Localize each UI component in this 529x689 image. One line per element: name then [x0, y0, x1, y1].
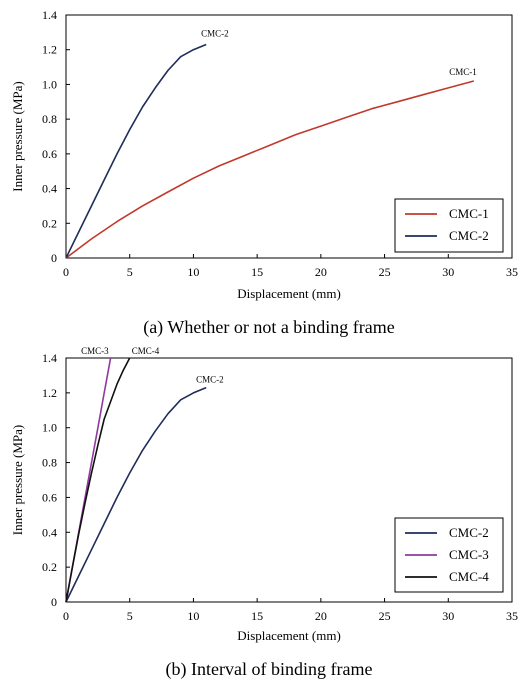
chart-a-y-tick-label: 1.4: [42, 8, 57, 22]
chart-b-y-tick-label: 1.2: [42, 386, 57, 400]
chart-b-x-tick-label: 20: [315, 609, 327, 623]
chart-b-x-tick-label: 15: [251, 609, 263, 623]
chart-a-plot-frame: [65, 14, 513, 259]
chart-b-y-axis-label: Inner pressure (MPa): [10, 425, 25, 535]
chart-a-x-tick-label: 20: [315, 265, 327, 279]
chart-b-legend-label-cmc-4: CMC-4: [449, 569, 489, 584]
chart-b-series-line-cmc-4: [65, 357, 131, 603]
chart-b-plot-frame: [65, 357, 513, 603]
chart-b-annotation-cmc-4: CMC-4: [132, 346, 160, 356]
chart-a-legend-label-cmc-1: CMC-1: [449, 206, 489, 221]
chart-a-y-tick-label: 0.8: [42, 112, 57, 126]
chart-b-y-tick-label: 1.4: [42, 351, 57, 365]
chart-a-annotation-cmc-1: CMC-1: [449, 67, 477, 77]
chart-b-x-axis-label: Displacement (mm): [237, 628, 341, 643]
chart-a-x-tick-label: 5: [127, 265, 133, 279]
chart-b-x-tick-label: 0: [63, 609, 69, 623]
chart-a-legend-label-cmc-2: CMC-2: [449, 228, 489, 243]
chart-a-caption: (a) Whether or not a binding frame: [143, 317, 395, 338]
chart-b-y-tick-label: 0.8: [42, 456, 57, 470]
chart-b-y-tick-label: 1.0: [42, 421, 57, 435]
chart-b-x-tick-label: 35: [506, 609, 518, 623]
chart-a-x-tick-label: 25: [379, 265, 391, 279]
chart-a-annotation-cmc-2: CMC-2: [201, 29, 229, 39]
chart-a-x-tick-label: 35: [506, 265, 518, 279]
chart-b-x-tick-label: 30: [442, 609, 454, 623]
chart-b-annotation-cmc-2: CMC-2: [196, 375, 224, 385]
chart-b-x-tick-label: 10: [187, 609, 199, 623]
chart-a-x-axis-label: Displacement (mm): [237, 286, 341, 301]
chart-a-x-tick-label: 0: [63, 265, 69, 279]
chart-b-y-tick-label: 0.4: [42, 525, 57, 539]
chart-a-y-tick-label: 0.6: [42, 147, 57, 161]
chart-a-y-tick-label: 0: [51, 251, 57, 265]
chart-a-series-line-cmc-2: [65, 43, 207, 259]
chart-b-x-tick-label: 5: [127, 609, 133, 623]
chart-a-y-tick-label: 0.4: [42, 182, 57, 196]
chart-b-legend-label-cmc-3: CMC-3: [449, 547, 489, 562]
chart-a-y-axis-label: Inner pressure (MPa): [10, 81, 25, 191]
chart-a-legend-box: [394, 198, 504, 253]
chart-a-series-line-cmc-1: [65, 80, 475, 259]
chart-b-y-tick-label: 0.6: [42, 490, 57, 504]
chart-a-y-tick-label: 0.2: [42, 216, 57, 230]
chart-b-x-tick-label: 25: [379, 609, 391, 623]
chart-b-legend-label-cmc-2: CMC-2: [449, 525, 489, 540]
chart-a-x-tick-label: 15: [251, 265, 263, 279]
chart-b-series-line-cmc-2: [65, 386, 207, 603]
chart-a-y-tick-label: 1.2: [42, 43, 57, 57]
chart-b-annotation-cmc-3: CMC-3: [81, 346, 109, 356]
chart-b-y-tick-label: 0.2: [42, 560, 57, 574]
chart-a-x-tick-label: 10: [187, 265, 199, 279]
chart-b-caption: (b) Interval of binding frame: [166, 659, 373, 680]
chart-b-y-tick-label: 0: [51, 595, 57, 609]
chart-a-y-tick-label: 1.0: [42, 77, 57, 91]
chart-a-x-tick-label: 30: [442, 265, 454, 279]
